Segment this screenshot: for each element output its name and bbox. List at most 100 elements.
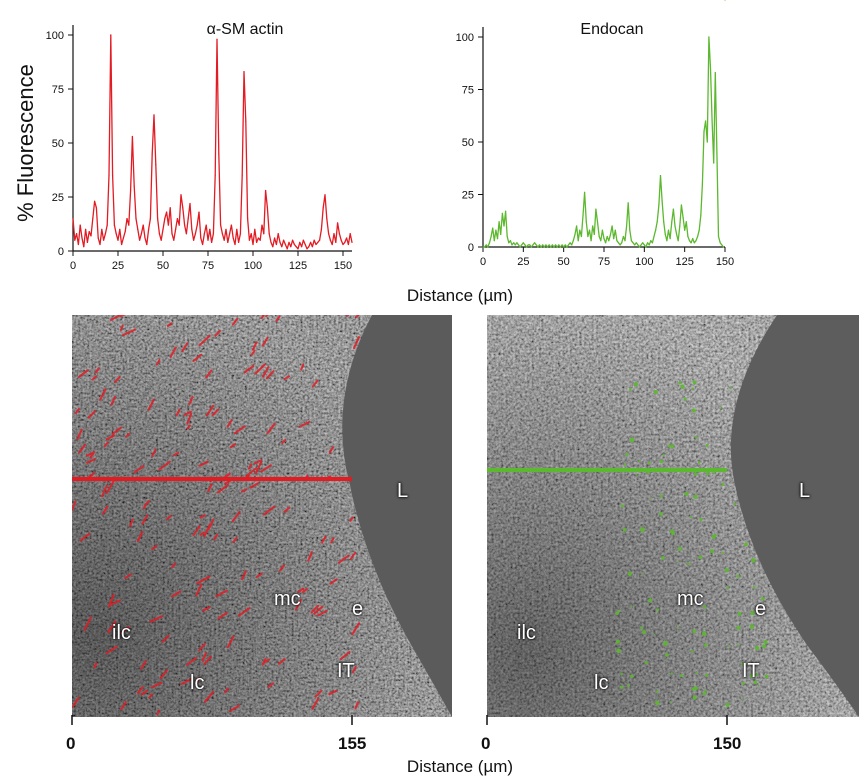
red-fluorescence-streak — [265, 315, 269, 318]
alpha-sm-actin-data-point — [191, 228, 193, 230]
green-fluorescence-speck — [629, 388, 632, 391]
endocan-data-point — [537, 246, 539, 248]
green-fluorescence-speck — [615, 639, 621, 644]
red-fluorescence-streak — [231, 317, 239, 326]
red-fluorescence-streak — [224, 687, 230, 694]
red-fluorescence-streak — [136, 686, 144, 694]
endocan-y-tick-label: 25 — [462, 190, 474, 202]
red-fluorescence-streak — [337, 554, 350, 564]
alpha-sm-actin-data-point — [308, 246, 310, 248]
alpha-sm-actin-data-point — [119, 228, 121, 230]
endocan-data-point — [501, 212, 503, 214]
red-fluorescence-streak — [211, 408, 220, 417]
alpha-sm-actin-data-point — [122, 237, 124, 239]
endocan-data-point — [590, 240, 592, 242]
endocan-data-point — [495, 229, 497, 231]
endocan-data-point — [566, 246, 568, 248]
red-fluorescence-streak — [151, 545, 158, 551]
red-fluorescence-streak — [175, 408, 181, 417]
endocan-data-point — [572, 240, 574, 242]
endocan-y-tick-label: 75 — [462, 85, 474, 97]
endocan-data-point — [587, 235, 589, 238]
alpha-sm-actin-data-point — [335, 241, 337, 243]
red-fluorescence-streak — [198, 460, 209, 467]
endocan-data-point — [617, 242, 620, 244]
alpha-sm-actin-data-point — [146, 243, 148, 246]
alpha-sm-actin-data-point — [169, 207, 171, 209]
alpha-sm-actin-data-point — [225, 228, 227, 230]
endocan-data-point — [646, 242, 649, 244]
red-fluorescence-streak — [214, 329, 221, 337]
alpha-sm-actin-data-point — [227, 241, 229, 243]
alpha-sm-actin-data-point — [310, 241, 312, 243]
alpha-sm-actin-data-point — [302, 239, 304, 241]
red-fluorescence-streak — [105, 434, 116, 441]
alpha-sm-actin-data-point — [171, 233, 173, 235]
label-lumen-left: L — [397, 480, 409, 502]
alpha-sm-actin-data-point — [340, 239, 342, 241]
green-fluorescence-speck — [622, 528, 627, 532]
alpha-sm-actin-data-point — [331, 243, 333, 246]
alpha-sm-actin-data-point — [76, 233, 78, 235]
red-fluorescence-streak — [229, 704, 240, 712]
endocan-data-point — [696, 235, 699, 238]
green-fluorescence-speck — [701, 631, 707, 636]
red-fluorescence-streak — [196, 575, 211, 585]
alpha-sm-actin-data-point — [131, 135, 133, 138]
endocan-x-tick-label: 0 — [480, 256, 486, 268]
alpha-sm-actin-y-tick-label: 50 — [52, 138, 64, 150]
endocan-data-point — [582, 214, 584, 217]
red-fluorescence-streak — [307, 551, 313, 562]
endocan-x-tick-label: 100 — [635, 256, 653, 268]
alpha-sm-actin-data-point — [106, 224, 108, 226]
red-fluorescence-streak — [85, 451, 95, 457]
green-fluorescence-speck — [693, 494, 698, 499]
red-fluorescence-streak — [161, 634, 170, 643]
micrograph-right-image — [487, 315, 859, 717]
endocan-data-point — [588, 229, 591, 231]
green-fluorescence-speck — [669, 529, 675, 534]
red-fluorescence-streak — [283, 375, 291, 381]
green-fluorescence-speck — [633, 382, 639, 387]
red-fluorescence-streak — [281, 438, 287, 444]
alpha-sm-actin-data-point — [349, 233, 351, 235]
alpha-sm-actin-y-tick-label: 25 — [52, 192, 64, 204]
alpha-sm-actin-data-point — [117, 239, 119, 241]
green-fluorescence-speck — [755, 673, 759, 676]
endocan-data-point — [564, 244, 566, 246]
red-fluorescence-streak — [237, 607, 251, 617]
green-fluorescence-speck — [711, 534, 716, 539]
alpha-sm-actin-data-point — [247, 218, 249, 220]
alpha-sm-actin-data-point — [112, 174, 114, 176]
green-fluorescence-speck — [710, 549, 715, 554]
green-fluorescence-speck — [683, 397, 687, 401]
green-fluorescence-speck — [655, 690, 659, 693]
x-axis-label-top: Distance (µm) — [406, 286, 514, 305]
green-fluorescence-speck — [629, 437, 635, 443]
green-fluorescence-speck — [712, 471, 716, 475]
label-lumen-right: L — [799, 480, 811, 502]
endocan-data-point — [653, 235, 655, 238]
endocan-data-point — [687, 235, 689, 238]
endocan-data-point — [485, 244, 487, 246]
red-fluorescence-streak — [253, 459, 263, 465]
alpha-sm-actin-data-point — [79, 224, 81, 226]
endocan-data-point — [713, 162, 715, 164]
red-fluorescence-streak — [349, 516, 354, 522]
red-fluorescence-streak — [224, 480, 231, 485]
alpha-sm-actin-data-point — [194, 233, 196, 235]
red-fluorescence-streak — [265, 370, 275, 380]
alpha-sm-actin-data-point — [229, 233, 231, 235]
red-fluorescence-streak — [198, 642, 206, 652]
red-fluorescence-streak — [198, 334, 211, 347]
green-fluorescence-speck — [647, 461, 651, 465]
red-fluorescence-streak — [297, 587, 305, 594]
alpha-sm-actin-data-point — [85, 228, 87, 230]
alpha-sm-actin-data-point — [284, 243, 286, 246]
red-fluorescence-streak — [329, 578, 338, 585]
alpha-sm-actin-data-point — [133, 185, 135, 187]
alpha-sm-actin-data-point — [301, 246, 303, 248]
green-fluorescence-speck — [724, 568, 729, 573]
endocan-data-point — [616, 240, 618, 242]
alpha-sm-actin-data-point — [103, 239, 105, 241]
